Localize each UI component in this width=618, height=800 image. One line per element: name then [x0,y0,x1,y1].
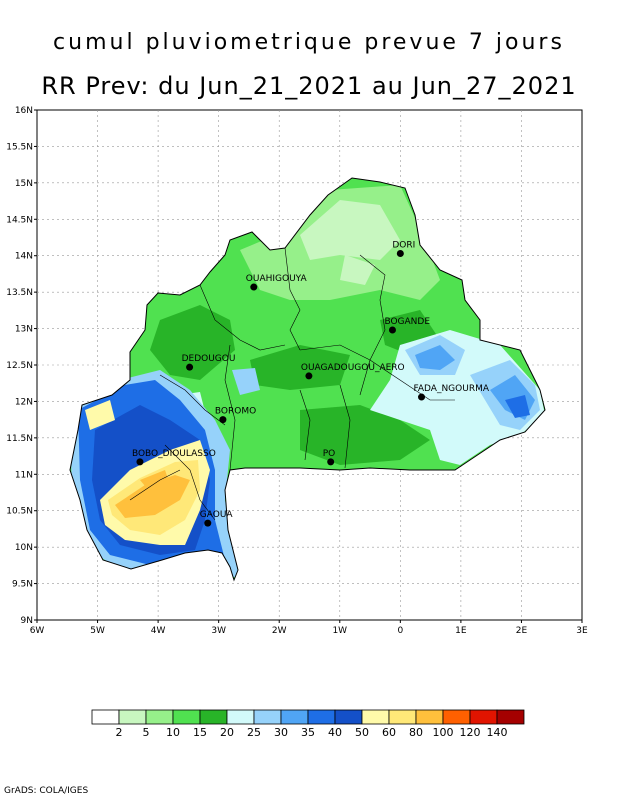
colorbar: 2 5 10 15 20 25 30 35 40 50 60 80 100 120 140 [91,709,525,739]
city-label: FADA_NGOURMA [414,384,490,394]
colorbar-label: 20 [220,726,234,739]
colorbar-swatch [280,709,309,725]
lat-tick-label: 10N [15,543,33,553]
lat-tick-label: 12.5N [6,361,33,371]
city-label: PO [323,449,336,459]
colorbar-label: 25 [247,726,261,739]
grads-credit: GrADS: COLA/IGES [4,786,89,796]
city-marker [305,372,313,380]
longitude-axis-labels: 6W 5W 4W 3W 2W 1W 0 1E 2E 3E [30,620,588,636]
city-marker [136,458,144,466]
colorbar-swatch [307,709,336,725]
colorbar-label: 80 [409,726,423,739]
colorbar-swatch [361,709,390,725]
colorbar-label: 140 [487,726,508,739]
lat-tick-label: 13N [15,325,33,335]
lon-tick-label: 2E [516,626,528,636]
lat-tick-label: 11N [15,470,33,480]
city-marker [186,363,194,371]
colorbar-label: 120 [460,726,481,739]
lat-tick-label: 10.5N [6,507,33,517]
lon-tick-label: 1E [455,626,467,636]
lat-tick-label: 9.5N [12,580,33,590]
colorbar-swatch [145,709,174,725]
city-marker [219,416,227,424]
colorbar-label: 10 [166,726,180,739]
colorbar-label: 2 [116,726,123,739]
colorbar-swatch [118,709,147,725]
colorbar-swatch [496,709,525,725]
colorbar-label: 100 [433,726,454,739]
lon-tick-label: 2W [272,626,287,636]
lat-tick-label: 15N [15,179,33,189]
colorbar-swatch [415,709,444,725]
city-label: BOBO_DIOULASSO [132,449,216,459]
colorbar-swatch [442,709,471,725]
lat-tick-label: 14.5N [6,215,33,225]
colorbar-swatch [388,709,417,725]
city-label: BOROMO [215,407,256,417]
lon-tick-label: 5W [90,626,105,636]
city-markers: DORI OUAHIGOUYA BOGANDE DEDOUGOU OUAGADOUGOU… [132,241,490,527]
colorbar-swatch [253,709,282,725]
city-marker [204,519,212,527]
colorbar-swatch [91,709,120,725]
map-title: cumul pluviometrique prevue 7 jours [53,30,565,55]
colorbar-swatch [226,709,255,725]
colorbar-label: 35 [301,726,315,739]
lon-tick-label: 1W [332,626,347,636]
lon-tick-label: 3W [211,626,226,636]
city-label: OUAHIGOUYA [246,274,308,284]
latitude-axis-labels: 16N 15.5N 15N 14.5N 14N 13.5N 13N 12.5N 12N 11.5N… [6,106,37,626]
map-subtitle: RR Prev: du Jun_21_2021 au Jun_27_2021 [41,72,577,100]
city-marker [388,326,396,334]
region-borders [129,247,455,521]
lat-tick-label: 15.5N [6,142,33,152]
city-marker [250,283,258,291]
city-marker [396,250,404,258]
colorbar-swatch [199,709,228,725]
colorbar-label: 5 [143,726,150,739]
colorbar-label: 30 [274,726,288,739]
lat-tick-label: 14N [15,252,33,262]
colorbar-label: 15 [193,726,207,739]
lon-tick-label: 0 [397,626,403,636]
colorbar-label: 40 [328,726,342,739]
lat-tick-label: 11.5N [6,434,33,444]
colorbar-label: 50 [355,726,369,739]
city-label: BOGANDE [384,317,430,327]
lon-tick-label: 6W [30,626,45,636]
city-label: GAOUA [200,510,234,520]
lat-tick-label: 9N [21,616,33,626]
colorbar-swatch [172,709,201,725]
lat-tick-label: 13.5N [6,288,33,298]
city-label: DEDOUGOU [182,354,236,364]
colorbar-swatch [334,709,363,725]
city-label: OUAGADOUGOU_AERO [301,363,405,373]
colorbar-label: 60 [382,726,396,739]
lat-tick-label: 16N [15,106,33,116]
city-label: DORI [392,241,415,251]
lon-tick-label: 4W [151,626,166,636]
country-border [69,177,546,582]
colorbar-swatch [469,709,498,725]
lon-tick-label: 3E [576,626,588,636]
city-marker [418,393,426,401]
city-marker [327,458,335,466]
lat-tick-label: 12N [15,397,33,407]
